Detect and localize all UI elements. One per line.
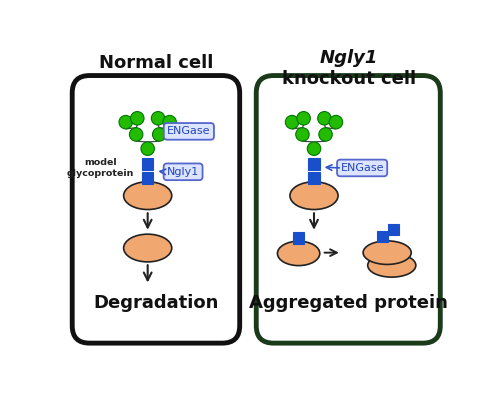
Bar	[308, 172, 320, 184]
Bar	[293, 232, 304, 244]
Ellipse shape	[278, 241, 320, 266]
Text: Ngly1: Ngly1	[167, 167, 199, 177]
Circle shape	[152, 128, 166, 141]
Circle shape	[163, 115, 176, 129]
Ellipse shape	[363, 241, 411, 264]
Text: model
glycoprotein: model glycoprotein	[66, 158, 134, 178]
Circle shape	[130, 111, 144, 125]
Circle shape	[119, 115, 132, 129]
Circle shape	[296, 128, 309, 141]
Text: Degradation: Degradation	[94, 294, 219, 312]
Circle shape	[130, 128, 143, 141]
Circle shape	[286, 115, 299, 129]
Circle shape	[297, 111, 310, 125]
Bar	[142, 172, 154, 184]
Circle shape	[152, 111, 165, 125]
Ellipse shape	[290, 182, 338, 209]
Text: ENGase: ENGase	[167, 126, 210, 136]
Text: Normal cell: Normal cell	[99, 54, 214, 72]
Bar	[378, 231, 388, 242]
Circle shape	[308, 142, 320, 156]
Circle shape	[319, 128, 332, 141]
Circle shape	[141, 142, 154, 156]
FancyBboxPatch shape	[72, 76, 239, 343]
Circle shape	[329, 115, 342, 129]
Bar	[388, 224, 399, 235]
Bar	[142, 158, 154, 170]
FancyBboxPatch shape	[256, 76, 440, 343]
Bar	[308, 158, 320, 170]
Text: ENGase: ENGase	[340, 163, 384, 173]
Ellipse shape	[124, 182, 172, 209]
Ellipse shape	[124, 234, 172, 262]
Text: knockout cell: knockout cell	[282, 70, 416, 87]
Ellipse shape	[368, 254, 416, 277]
Text: Ngly1: Ngly1	[320, 49, 378, 67]
Text: Aggregated protein: Aggregated protein	[249, 294, 448, 312]
Circle shape	[318, 111, 331, 125]
